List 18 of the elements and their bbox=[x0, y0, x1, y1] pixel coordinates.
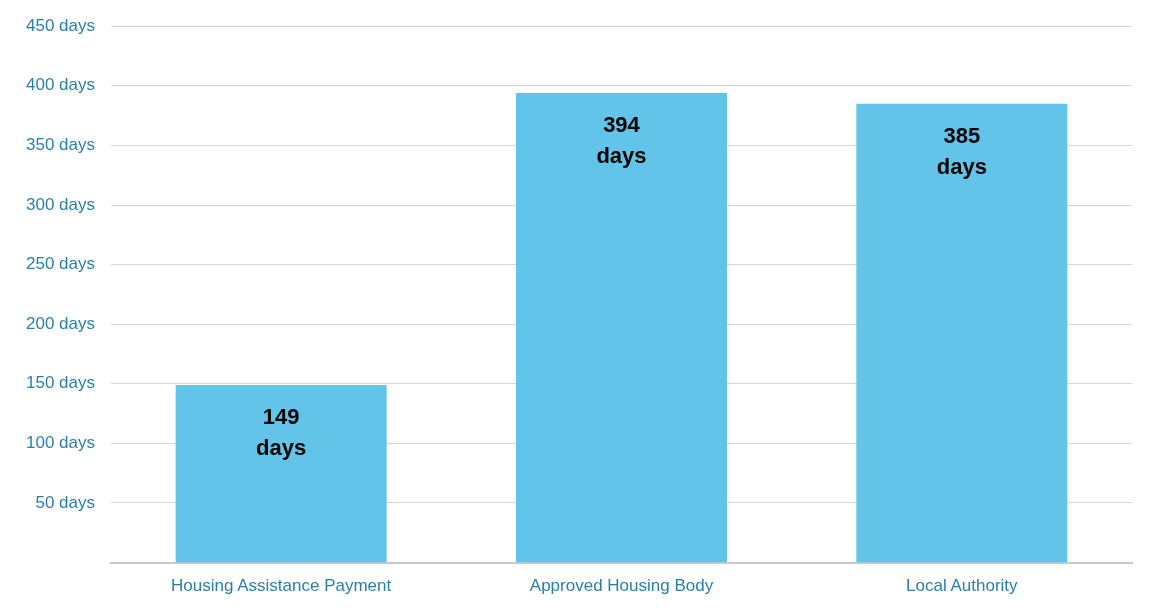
x-tick-label: Housing Assistance Payment bbox=[171, 576, 392, 596]
y-tick-label: 50 days bbox=[35, 492, 95, 512]
x-tick-label: Local Authority bbox=[906, 576, 1019, 596]
data-label: 394 days bbox=[596, 112, 647, 169]
bar bbox=[856, 103, 1068, 563]
bar bbox=[515, 92, 727, 563]
y-tick-label: 200 days bbox=[26, 313, 95, 333]
data-label: 149 days bbox=[256, 404, 307, 461]
y-tick-label: 400 days bbox=[26, 75, 95, 95]
y-tick-label: 100 days bbox=[26, 433, 95, 453]
data-label: 385 days bbox=[936, 122, 987, 179]
y-tick-label: 450 days bbox=[26, 15, 95, 35]
y-tick-label: 150 days bbox=[26, 373, 95, 393]
y-tick-label: 300 days bbox=[26, 194, 95, 214]
x-tick-label: Approved Housing Body bbox=[529, 576, 714, 596]
y-tick-label: 250 days bbox=[26, 254, 95, 274]
y-tick-label: 350 days bbox=[26, 135, 95, 155]
bar bbox=[175, 384, 387, 563]
